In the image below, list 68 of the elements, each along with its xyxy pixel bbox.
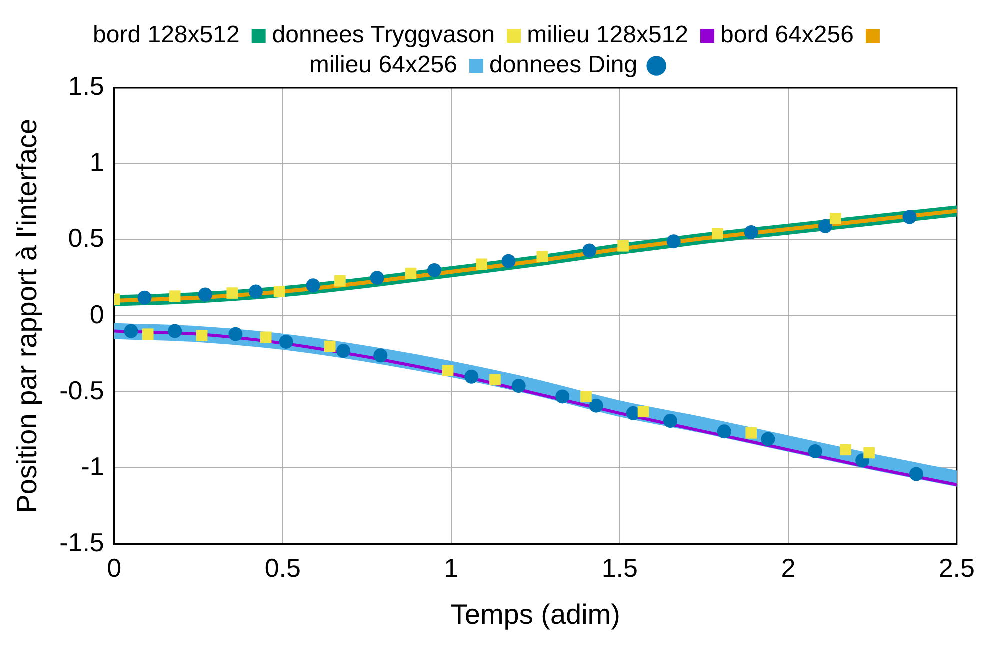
point — [142, 328, 154, 340]
point — [840, 444, 852, 456]
point — [324, 340, 336, 352]
point — [279, 334, 294, 349]
point — [744, 225, 758, 240]
y-axis-title: Position par rapport à l'interface — [12, 118, 43, 514]
y-tick-label: 0.5 — [68, 223, 104, 254]
point — [909, 467, 924, 482]
point — [370, 271, 384, 286]
legend-label: milieu 64x256 — [309, 52, 458, 79]
x-tick-label: 1 — [444, 552, 459, 583]
legend-label: milieu 128x512 — [527, 22, 689, 49]
legend-label: bord 64x256 — [720, 22, 854, 49]
legend-label: donnees Ding — [489, 52, 638, 79]
point — [638, 406, 650, 418]
point — [536, 251, 548, 262]
point — [248, 284, 263, 299]
y-tick-label: 0 — [90, 299, 104, 330]
point — [260, 332, 272, 344]
point — [169, 290, 181, 302]
x-tick-label: 0.5 — [264, 552, 301, 583]
point — [502, 254, 516, 268]
point — [490, 374, 501, 386]
point — [580, 391, 592, 402]
point — [306, 278, 320, 293]
point — [902, 210, 917, 224]
point — [808, 444, 822, 458]
point — [476, 258, 488, 270]
point — [864, 447, 875, 459]
x-tick-label: 2 — [781, 552, 796, 583]
point — [582, 244, 597, 258]
point — [464, 370, 479, 384]
point — [124, 324, 138, 338]
point — [746, 428, 758, 439]
point — [138, 290, 152, 305]
point — [336, 344, 351, 358]
point — [374, 348, 388, 363]
point — [512, 379, 526, 394]
y-tick-label: -1 — [81, 451, 104, 482]
point — [830, 213, 842, 224]
point — [196, 330, 208, 342]
point — [618, 240, 629, 252]
point — [663, 414, 678, 428]
y-tick-label: 1.5 — [68, 71, 104, 102]
point — [228, 327, 243, 342]
x-axis-title: Temps (adim) — [450, 598, 620, 630]
point — [818, 219, 832, 234]
point — [226, 288, 238, 299]
x-tick-label: 2.5 — [938, 552, 976, 583]
point — [717, 424, 732, 439]
point — [334, 275, 346, 287]
point — [198, 288, 212, 302]
legend-label: donnees Tryggvason — [272, 22, 496, 49]
point — [405, 268, 417, 280]
point — [666, 234, 681, 249]
y-tick-label: 1 — [90, 147, 104, 178]
point — [274, 286, 286, 298]
point — [428, 263, 442, 278]
x-tick-label: 1.5 — [602, 552, 638, 583]
y-tick-label: -0.5 — [60, 375, 104, 406]
point — [589, 398, 604, 413]
point — [761, 432, 776, 446]
point — [712, 228, 724, 240]
point — [556, 390, 570, 404]
y-tick-label: -1.5 — [60, 527, 104, 558]
point — [168, 324, 182, 338]
legend-label: bord 128x512 — [93, 22, 240, 49]
point — [442, 365, 454, 376]
